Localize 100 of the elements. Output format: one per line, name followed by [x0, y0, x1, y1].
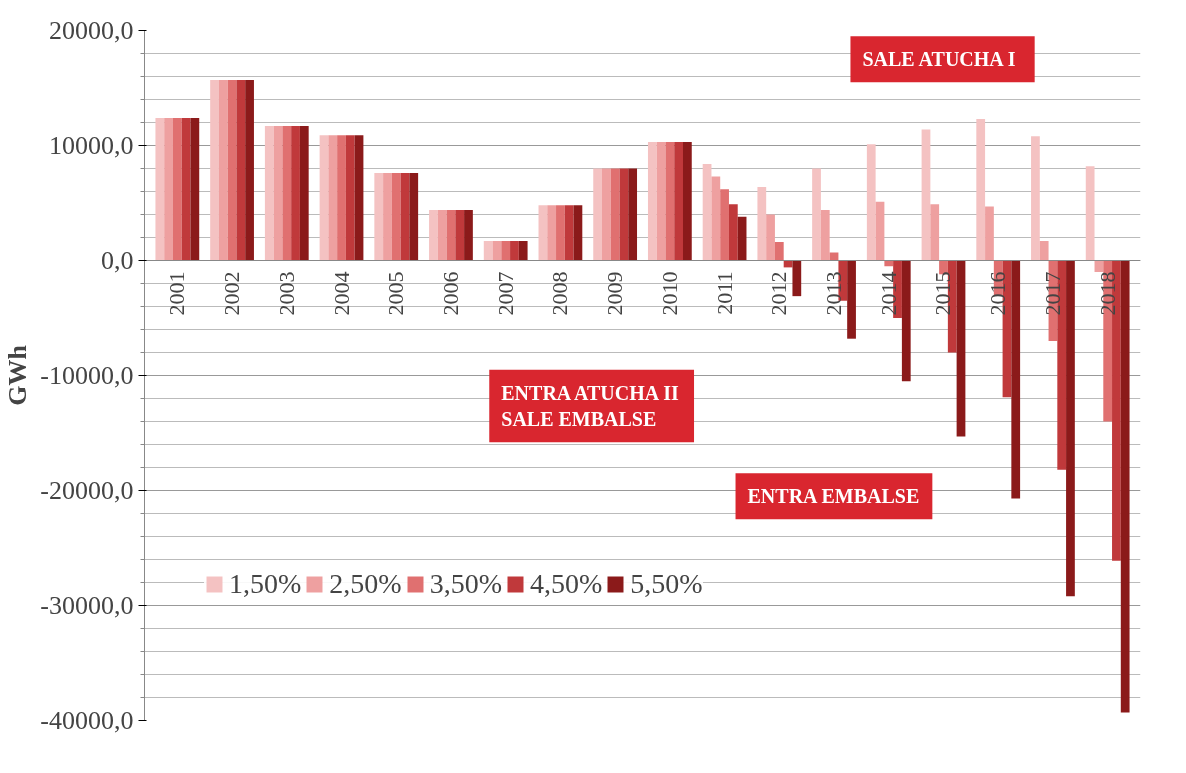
legend-label: 1,50% — [229, 568, 302, 600]
bar — [446, 209, 456, 261]
x-tick-label: 2009 — [602, 271, 628, 316]
annotation: SALE ATUCHA I — [862, 48, 1016, 71]
x-tick-label: 2014 — [875, 271, 901, 316]
bar — [391, 173, 401, 261]
bar — [538, 205, 548, 261]
y-tick-label: -30000,0 — [40, 591, 134, 620]
bar — [172, 117, 182, 261]
bar — [728, 204, 738, 261]
bar — [1039, 240, 1049, 261]
bar — [299, 125, 309, 261]
bar — [573, 205, 583, 261]
bar — [921, 129, 931, 261]
bar — [593, 168, 602, 261]
y-tick-label: 0,0 — [101, 246, 134, 275]
x-tick-label: 2005 — [383, 271, 409, 316]
bar — [628, 168, 638, 261]
y-tick-label: -20000,0 — [40, 476, 134, 505]
bar — [985, 206, 994, 261]
bar — [547, 205, 557, 261]
bar — [720, 189, 729, 261]
bar — [291, 125, 300, 261]
bar — [884, 260, 894, 267]
bar — [354, 135, 364, 261]
bar — [656, 142, 666, 261]
bar — [210, 79, 219, 261]
bar — [400, 173, 410, 261]
bar — [812, 168, 821, 261]
bar — [757, 186, 767, 261]
bar — [737, 216, 747, 261]
bar — [847, 260, 856, 339]
bar — [711, 176, 721, 261]
bar — [282, 125, 292, 261]
bar — [437, 209, 447, 261]
bar — [383, 173, 392, 261]
bar — [464, 209, 473, 261]
y-tick-label: -40000,0 — [40, 706, 134, 735]
legend-label: 4,50% — [529, 568, 603, 600]
x-tick-label: 2011 — [711, 271, 737, 315]
bar — [273, 125, 283, 261]
bar — [619, 168, 629, 261]
bar — [164, 117, 173, 261]
x-tick-label: 2003 — [273, 271, 299, 316]
bar — [792, 260, 802, 297]
x-tick-label: 2012 — [766, 271, 792, 316]
bar — [483, 240, 493, 261]
annotation: ENTRA EMBALSE — [747, 485, 920, 508]
bar — [345, 135, 355, 261]
bar — [665, 142, 675, 261]
bar — [328, 135, 338, 261]
bar — [774, 242, 784, 261]
y-axis-title: GWh — [3, 344, 33, 406]
bar — [976, 119, 986, 261]
bar — [1066, 260, 1075, 597]
bar — [1031, 136, 1040, 261]
x-tick-label: 2018 — [1094, 271, 1120, 316]
x-tick-label: 2017 — [1039, 271, 1065, 316]
x-tick-label: 2008 — [547, 271, 573, 316]
bar — [930, 204, 940, 261]
bar — [236, 79, 246, 261]
bar — [647, 142, 657, 261]
x-tick-label: 2013 — [821, 271, 847, 316]
legend-label: 2,50% — [329, 568, 402, 600]
legend-label: 3,50% — [429, 568, 502, 600]
bar — [181, 117, 191, 261]
bar — [337, 135, 346, 261]
bar — [1120, 260, 1130, 713]
bar — [518, 240, 528, 261]
x-tick-label: 2002 — [219, 271, 245, 316]
bar — [190, 117, 200, 261]
bar — [820, 209, 830, 261]
x-tick-label: 2006 — [437, 271, 463, 316]
bar — [218, 79, 228, 261]
bar — [319, 135, 329, 261]
bar — [766, 214, 775, 261]
x-tick-label: 2015 — [930, 271, 956, 316]
bar — [564, 205, 574, 261]
legend-label: 5,50% — [630, 568, 703, 600]
bar — [702, 163, 712, 261]
bar — [501, 240, 511, 261]
x-tick-label: 2004 — [328, 271, 354, 316]
x-tick-label: 2001 — [164, 271, 190, 316]
bar — [901, 260, 911, 382]
bar — [1103, 260, 1113, 422]
bar — [1011, 260, 1021, 499]
bar — [674, 142, 683, 261]
bar — [829, 252, 839, 261]
y-tick-label: 20000,0 — [49, 16, 134, 45]
y-tick-label: 10000,0 — [49, 131, 134, 160]
bar — [602, 168, 611, 261]
bar — [264, 125, 274, 261]
bar — [610, 168, 620, 261]
y-tick-label: -10000,0 — [40, 361, 134, 390]
x-tick-label: 2010 — [656, 271, 682, 316]
annotation: ENTRA ATUCHA II SALE EMBALSE — [501, 381, 679, 431]
bar — [956, 260, 966, 437]
bar — [556, 205, 565, 261]
bar — [227, 79, 237, 261]
x-tick-label: 2016 — [985, 271, 1011, 316]
